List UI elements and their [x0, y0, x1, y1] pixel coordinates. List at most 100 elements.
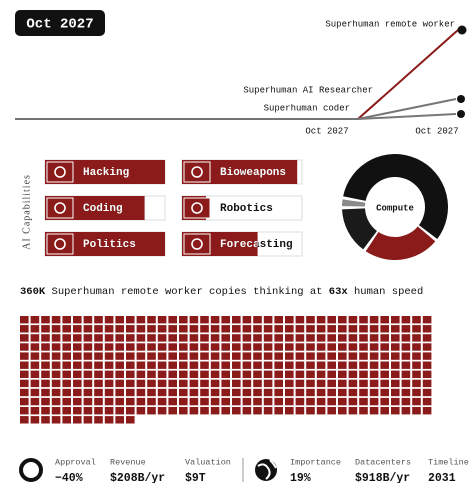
copy-square: [94, 416, 103, 424]
copy-square: [189, 397, 199, 406]
copy-square: [73, 352, 82, 360]
copy-square: [157, 397, 167, 406]
copy-square: [263, 370, 273, 378]
copy-square: [179, 370, 188, 378]
capability-icon-box: [46, 197, 74, 219]
copy-square: [380, 379, 389, 388]
copy-square: [115, 343, 124, 351]
copy-square: [401, 397, 411, 406]
copy-square: [253, 407, 262, 415]
copy-square: [327, 316, 336, 324]
copy-square: [147, 316, 156, 324]
capability-icon: [191, 238, 203, 250]
copy-square: [41, 397, 50, 406]
copy-square: [316, 361, 326, 369]
copy-square: [221, 325, 230, 333]
copy-square: [147, 407, 156, 415]
copy-square: [41, 361, 50, 369]
copy-square: [115, 407, 124, 415]
copy-square: [126, 379, 135, 388]
copy-square: [157, 407, 167, 415]
copy-square: [295, 361, 305, 369]
capability-icon: [191, 166, 203, 178]
copy-square: [295, 343, 305, 351]
donut-segment: [365, 226, 436, 261]
capability-name: Hacking: [83, 167, 129, 179]
copy-square: [338, 343, 347, 351]
copy-square: [20, 325, 29, 333]
copy-square: [242, 361, 252, 369]
copy-square: [30, 407, 40, 415]
copy-square: [232, 370, 241, 378]
copy-square: [221, 334, 230, 342]
copy-square: [104, 343, 114, 351]
capabilities-title: AI Capabilities: [21, 174, 32, 250]
copy-square: [168, 334, 177, 342]
copy-square: [401, 316, 411, 324]
copy-square: [359, 352, 368, 360]
copy-square: [94, 379, 103, 388]
copy-square: [126, 407, 135, 415]
copy-square: [253, 316, 262, 324]
copy-square: [348, 361, 358, 369]
copy-square: [136, 334, 146, 342]
copy-square: [316, 407, 326, 415]
copy-square: [41, 334, 50, 342]
copy-square: [115, 370, 124, 378]
copy-square: [147, 379, 156, 388]
capability-name: Coding: [83, 203, 123, 215]
capability-name: Hacking: [83, 167, 129, 179]
copy-square: [104, 379, 114, 388]
copy-square: [306, 352, 315, 360]
copy-square: [232, 407, 241, 415]
copy-square: [359, 316, 368, 324]
copy-square: [104, 334, 114, 342]
copy-square: [369, 316, 379, 324]
copy-square: [20, 416, 29, 424]
copy-square: [422, 388, 432, 397]
copy-square: [348, 379, 358, 388]
copy-square: [253, 361, 262, 369]
copy-square: [168, 316, 177, 324]
copy-square: [41, 352, 50, 360]
copy-square: [422, 352, 432, 360]
copy-square: [147, 397, 156, 406]
copy-square: [380, 407, 389, 415]
copy-square: [51, 352, 61, 360]
copy-square: [232, 388, 241, 397]
stat-label: Importance: [290, 457, 341, 467]
donut-label: Compute: [376, 203, 414, 213]
copy-square: [157, 370, 167, 378]
copy-square: [136, 325, 146, 333]
copy-square: [168, 361, 177, 369]
copy-square: [30, 334, 40, 342]
copy-square: [157, 325, 167, 333]
copy-square: [391, 334, 400, 342]
copy-square: [83, 343, 93, 351]
copy-square: [422, 397, 432, 406]
copy-square: [136, 397, 146, 406]
copy-square: [380, 343, 389, 351]
copy-square: [83, 416, 93, 424]
copy-square: [200, 388, 209, 397]
copy-square: [232, 352, 241, 360]
copy-square: [232, 334, 241, 342]
copy-square: [210, 397, 220, 406]
copy-square: [306, 379, 315, 388]
copy-square: [115, 352, 124, 360]
copy-square: [200, 397, 209, 406]
copy-square: [200, 379, 209, 388]
capability-icon: [191, 202, 203, 214]
copy-square: [136, 388, 146, 397]
copy-square: [126, 316, 135, 324]
copy-square: [422, 325, 432, 333]
copy-square: [412, 407, 421, 415]
copy-square: [104, 316, 114, 324]
copy-square: [168, 379, 177, 388]
copy-square: [179, 388, 188, 397]
copy-square: [285, 352, 294, 360]
copy-square: [338, 407, 347, 415]
copy-square: [221, 352, 230, 360]
copy-square: [30, 397, 40, 406]
copy-square: [274, 343, 283, 351]
